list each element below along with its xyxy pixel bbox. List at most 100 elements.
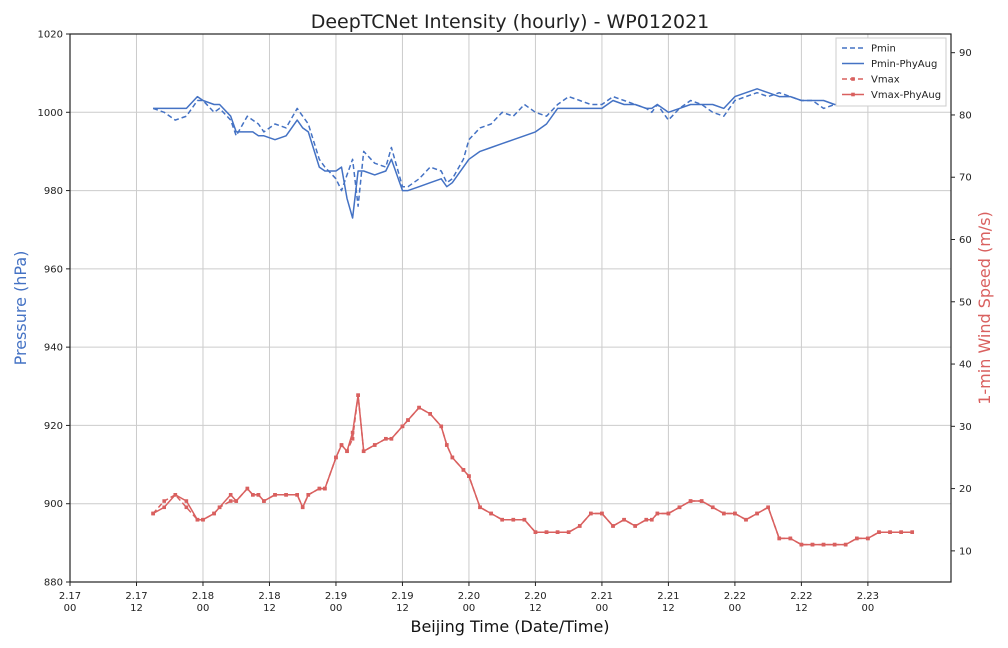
data-point: [251, 493, 255, 497]
data-point: [744, 517, 748, 522]
data-point: [339, 443, 344, 447]
right-y-tick-label: 90: [959, 48, 972, 59]
x-tick-label-date: 2.17: [125, 591, 147, 602]
right-y-tick-label: 70: [959, 173, 972, 184]
data-point: [334, 455, 338, 460]
right-y-tick-label: 30: [959, 422, 972, 433]
legend-label: Pmin-PhyAug: [871, 59, 937, 70]
x-tick-label-hour: 00: [729, 603, 742, 614]
data-point: [350, 436, 355, 441]
x-tick-label-date: 2.17: [59, 591, 81, 602]
data-point: [356, 393, 360, 397]
data-point: [184, 499, 189, 503]
data-point: [306, 493, 311, 497]
data-point: [522, 517, 527, 522]
data-point: [406, 418, 410, 422]
x-tick-label-hour: 12: [130, 603, 143, 614]
left-y-tick-label: 1020: [38, 30, 63, 41]
data-point: [228, 493, 233, 497]
data-point: [644, 517, 649, 522]
data-point: [699, 499, 704, 503]
data-point: [151, 511, 155, 516]
right-y-tick-label: 20: [959, 484, 972, 495]
left-y-tick-label: 980: [44, 186, 63, 197]
data-point: [217, 505, 222, 510]
series-vmax: [151, 393, 915, 547]
x-tick-label-hour: 12: [662, 603, 675, 614]
data-point: [372, 443, 377, 447]
x-tick-label-hour: 00: [463, 603, 476, 614]
data-point: [184, 505, 189, 510]
data-point: [877, 530, 881, 534]
x-tick-label-hour: 12: [396, 603, 409, 614]
left-axis-label: Pressure (hPa): [11, 251, 30, 366]
legend-item: Vmax: [842, 75, 900, 86]
x-tick-label-date: 2.21: [591, 591, 613, 602]
data-point: [461, 468, 466, 472]
data-point: [611, 524, 615, 528]
left-y-tick-label: 940: [44, 343, 63, 354]
data-point: [755, 511, 759, 516]
x-tick-label-hour: 12: [795, 603, 808, 614]
data-point: [162, 505, 166, 510]
data-point: [589, 511, 593, 516]
data-point: [899, 530, 903, 534]
data-point: [256, 493, 261, 497]
legend-marker: [851, 92, 855, 97]
right-y-tick-label: 80: [959, 110, 972, 121]
data-point: [566, 530, 571, 534]
data-point: [666, 511, 671, 516]
data-point: [195, 517, 200, 522]
data-point: [234, 499, 239, 503]
series-pmin-phyaug: [153, 88, 913, 219]
data-point: [832, 542, 837, 547]
data-point: [866, 536, 870, 541]
data-point: [710, 505, 715, 510]
data-point: [345, 449, 349, 454]
data-point: [533, 530, 538, 534]
data-point: [273, 493, 277, 497]
data-point: [245, 486, 250, 491]
data-point: [766, 505, 770, 510]
x-tick-label-date: 2.19: [325, 591, 347, 602]
right-y-tick-label: 60: [959, 235, 972, 246]
left-y-tick-label: 960: [44, 264, 63, 275]
x-tick-label-hour: 00: [330, 603, 343, 614]
legend-label: Pmin: [871, 44, 896, 55]
data-point: [400, 424, 405, 429]
data-point: [428, 412, 432, 416]
plot-frame: [69, 33, 952, 583]
data-point: [361, 449, 366, 454]
data-point: [389, 436, 394, 441]
right-y-tick-label: 10: [959, 546, 972, 557]
data-point: [500, 517, 504, 522]
data-point: [888, 530, 892, 534]
legend-item: Vmax-PhyAug: [842, 90, 941, 101]
data-point: [600, 511, 604, 516]
axis-layer: 2.17002.17122.18002.18122.19002.19122.20…: [38, 30, 972, 615]
x-tick-label-date: 2.18: [258, 591, 280, 602]
grid-lines: [69, 33, 951, 583]
data-point: [649, 517, 654, 522]
data-point: [478, 505, 482, 510]
data-point: [384, 436, 388, 441]
data-point: [622, 517, 626, 522]
data-point: [162, 499, 166, 503]
legend: Pmin Pmin-PhyAug Vmax Vmax-PhyAug: [835, 37, 947, 107]
data-point: [788, 536, 793, 541]
left-y-tick-label: 920: [44, 421, 63, 432]
data-point: [677, 505, 682, 510]
data-point: [544, 530, 549, 534]
x-tick-label-date: 2.20: [524, 591, 546, 602]
x-tick-label-date: 2.19: [391, 591, 413, 602]
data-point: [555, 530, 560, 534]
data-point: [317, 486, 322, 491]
left-y-tick-label: 880: [44, 578, 63, 589]
data-point: [295, 493, 299, 497]
x-tick-label-hour: 00: [596, 603, 609, 614]
x-tick-label-hour: 00: [862, 603, 875, 614]
series-layer: [151, 88, 915, 547]
x-tick-label-date: 2.21: [657, 591, 679, 602]
x-tick-label-hour: 12: [529, 603, 542, 614]
